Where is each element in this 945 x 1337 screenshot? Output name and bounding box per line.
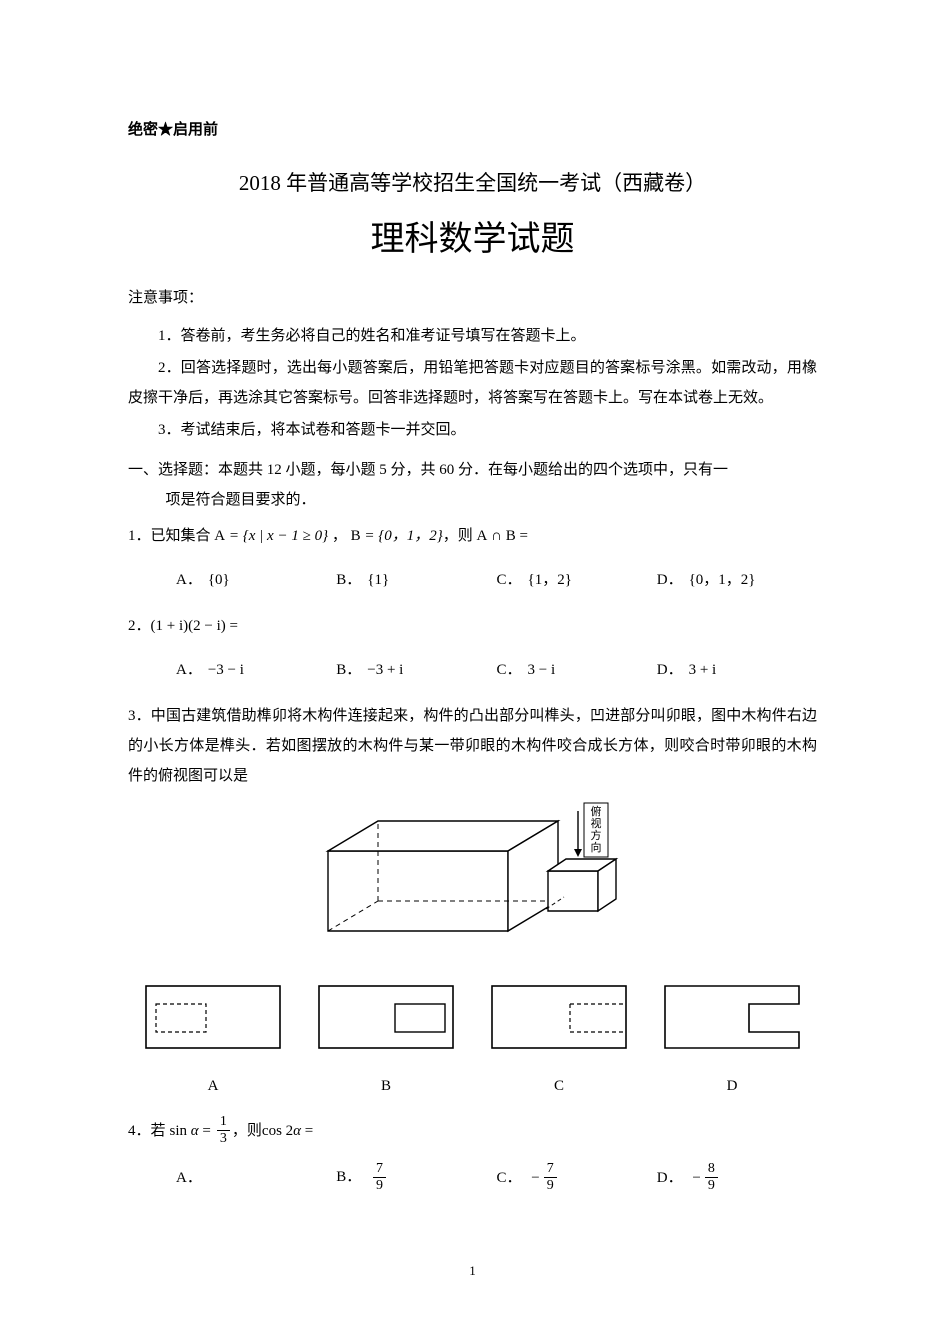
q3-main-figure: 俯 视 方 向 — [128, 801, 817, 962]
q3-option-figures: A B C D — [128, 978, 817, 1101]
q4-opt-B: B． 7 9 — [336, 1162, 496, 1193]
q2-opt-B: B．−3 + i — [336, 655, 496, 685]
arrow-label-1: 俯 — [590, 804, 601, 818]
q4-opt-C: C． − 7 9 — [497, 1162, 657, 1193]
notice-header: 注意事项： — [128, 286, 817, 307]
q3-fig-B: B — [311, 978, 461, 1101]
q4-number: 4． — [128, 1116, 151, 1146]
arrow-label-2: 视 — [590, 816, 601, 830]
question-1: 1．已知集合 A = {x | x − 1 ≥ 0} ， B = {0，1，2}… — [128, 521, 817, 595]
question-3: 3．中国古建筑借助榫卯将木构件连接起来，构件的凸出部分叫榫头，凹进部分叫卯眼，图… — [128, 701, 817, 1101]
q4-options: A． B． 7 9 C． − 7 9 D． − 8 9 — [128, 1162, 817, 1193]
question-2: 2．(1 + i)(2 − i) = A．−3 − i B．−3 + i C．3… — [128, 611, 817, 685]
notice-item-2: 2．回答选择题时，选出每小题答案后，用铅笔把答题卡对应题目的答案标号涂黑。如需改… — [128, 353, 817, 413]
subject-title: 理科数学试题 — [128, 211, 817, 260]
q3-text: 中国古建筑借助榫卯将木构件连接起来，构件的凸出部分叫榫头，凹进部分叫卯眼，图中木… — [128, 708, 817, 784]
q4-frac1: 1 3 — [217, 1115, 230, 1146]
q1-options: A．{0} B．{1} C．{1，2} D．{0，1，2} — [128, 565, 817, 595]
arrow-label-3: 方 — [590, 828, 601, 842]
q1-text-pre: 已知集合 — [151, 528, 215, 544]
q2-opt-D: D．3 + i — [657, 655, 817, 685]
arrow-label-4: 向 — [590, 840, 601, 854]
q1-number: 1． — [128, 528, 151, 544]
cuboid-tenon-svg: 俯 视 方 向 — [288, 801, 658, 951]
page-number: 1 — [0, 1263, 945, 1279]
q1-opt-D: D．{0，1，2} — [657, 565, 817, 595]
q4-mid: ，则 — [232, 1116, 262, 1146]
q2-number: 2． — [128, 618, 151, 634]
question-4: 4． 若 sin α = 1 3 ，则 cos 2α = A． B． 7 9 C… — [128, 1115, 817, 1193]
q4-opt-D: D． − 8 9 — [657, 1162, 817, 1193]
exam-title: 2018 年普通高等学校招生全国统一考试（西藏卷） — [128, 167, 817, 197]
q2-opt-C: C．3 − i — [497, 655, 657, 685]
q4-opt-A: A． — [176, 1163, 336, 1193]
q1-A-def: A — [214, 528, 225, 544]
section-line1: 一、选择题：本题共 12 小题，每小题 5 分，共 60 分．在每小题给出的四个… — [128, 455, 817, 485]
confidential-label: 绝密★启用前 — [128, 118, 817, 139]
section-choice-header: 一、选择题：本题共 12 小题，每小题 5 分，共 60 分．在每小题给出的四个… — [128, 455, 817, 515]
q1-opt-A: A．{0} — [176, 565, 336, 595]
q1-opt-C: C．{1，2} — [497, 565, 657, 595]
q1-opt-B: B．{1} — [336, 565, 496, 595]
notice-item-1: 1．答卷前，考生务必将自己的姓名和准考证号填写在答题卡上。 — [128, 321, 817, 351]
q3-number: 3． — [128, 708, 151, 724]
section-line2: 项是符合题目要求的． — [128, 485, 817, 515]
q3-fig-D: D — [657, 978, 807, 1101]
q2-options: A．−3 − i B．−3 + i C．3 − i D．3 + i — [128, 655, 817, 685]
q4-pre: 若 — [151, 1116, 166, 1146]
q1-comma1: ， — [328, 528, 351, 544]
q1-tail: ，则 A ∩ B = — [443, 528, 528, 544]
q3-fig-C: C — [484, 978, 634, 1101]
q2-opt-A: A．−3 − i — [176, 655, 336, 685]
q2-expr: (1 + i)(2 − i) = — [151, 618, 238, 634]
q3-fig-A: A — [138, 978, 288, 1101]
notice-item-3: 3．考试结束后，将本试卷和答题卡一并交回。 — [128, 415, 817, 445]
